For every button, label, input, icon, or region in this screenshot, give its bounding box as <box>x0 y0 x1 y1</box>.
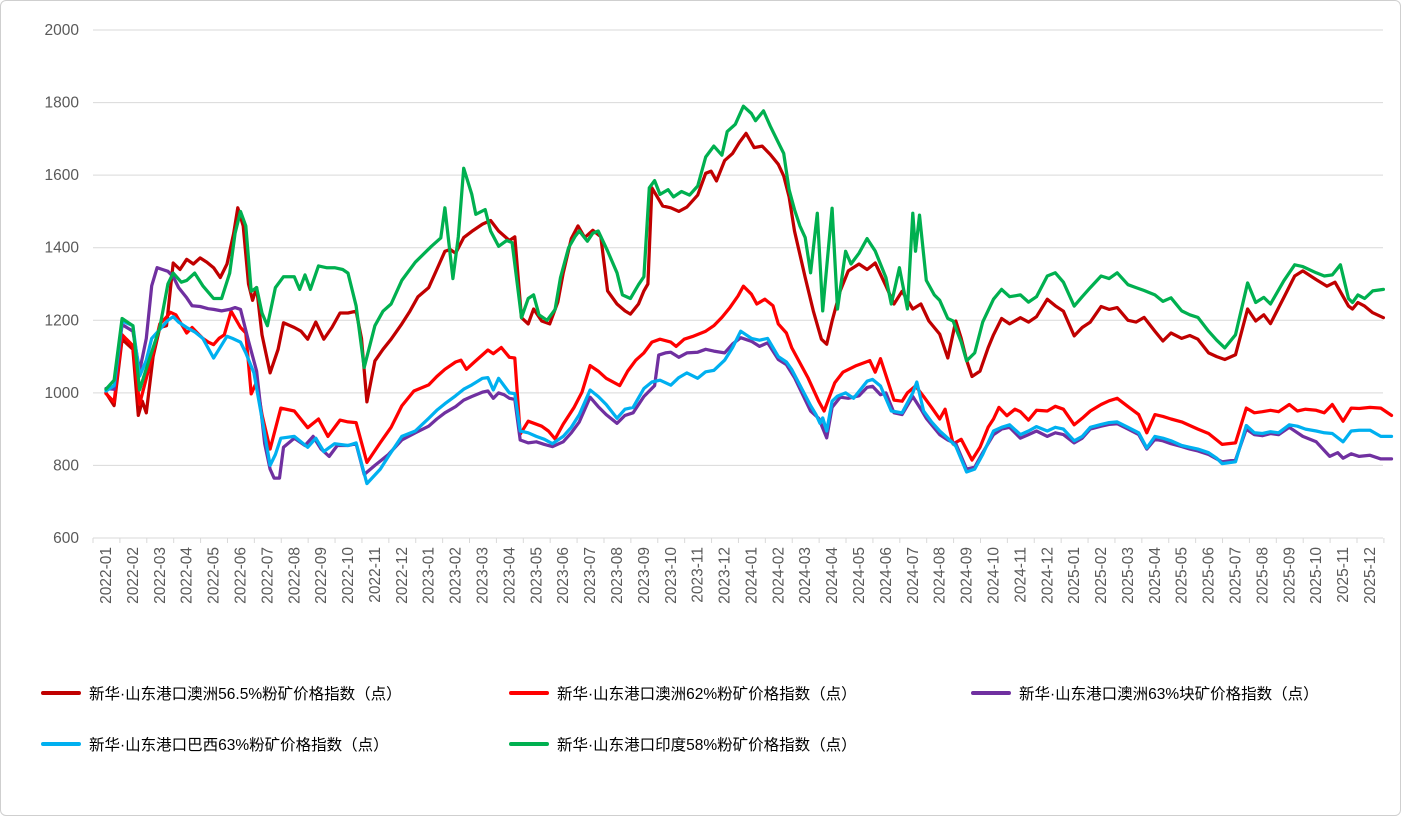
svg-text:2024-01: 2024-01 <box>743 547 760 604</box>
svg-text:2022-04: 2022-04 <box>179 547 196 604</box>
svg-text:2024-07: 2024-07 <box>905 547 922 604</box>
svg-text:2024-08: 2024-08 <box>932 547 949 604</box>
svg-text:2022-07: 2022-07 <box>259 547 276 604</box>
svg-text:1200: 1200 <box>45 312 80 329</box>
svg-text:2022-06: 2022-06 <box>232 547 249 604</box>
legend-swatch-purple <box>971 690 1011 696</box>
svg-text:2022-10: 2022-10 <box>340 547 357 604</box>
svg-text:2024-12: 2024-12 <box>1039 547 1056 604</box>
legend-swatch-red <box>509 690 549 696</box>
svg-text:1400: 1400 <box>45 240 80 257</box>
svg-text:2024-11: 2024-11 <box>1012 547 1029 603</box>
svg-text:1000: 1000 <box>45 385 80 402</box>
svg-text:2023-05: 2023-05 <box>528 547 545 604</box>
svg-text:2025-08: 2025-08 <box>1254 547 1271 604</box>
svg-text:2022-12: 2022-12 <box>394 547 411 604</box>
svg-text:1600: 1600 <box>45 167 80 184</box>
svg-text:2022-08: 2022-08 <box>286 547 303 604</box>
svg-text:800: 800 <box>53 457 79 474</box>
svg-text:2025-07: 2025-07 <box>1228 547 1245 604</box>
svg-text:2022-03: 2022-03 <box>152 547 169 604</box>
svg-text:2025-06: 2025-06 <box>1201 547 1218 604</box>
legend-item-au63-lump: 新华·山东港口澳洲63%块矿价格指数（点） <box>971 682 1319 704</box>
svg-text:2023-11: 2023-11 <box>690 547 707 603</box>
legend-swatch-dark-red <box>41 690 81 696</box>
svg-text:2025-02: 2025-02 <box>1093 547 1110 604</box>
legend-item-br63-fines: 新华·山东港口巴西63%粉矿价格指数（点） <box>41 733 389 755</box>
svg-text:2000: 2000 <box>45 22 80 39</box>
legend-swatch-cyan <box>41 741 81 747</box>
svg-text:2023-01: 2023-01 <box>421 547 438 604</box>
svg-text:2025-01: 2025-01 <box>1066 547 1083 604</box>
svg-text:2022-02: 2022-02 <box>125 547 142 604</box>
legend-item-au62-fines: 新华·山东港口澳洲62%粉矿价格指数（点） <box>509 682 857 704</box>
svg-text:2025-10: 2025-10 <box>1308 547 1325 604</box>
svg-text:2023-09: 2023-09 <box>636 547 653 604</box>
svg-text:2025-12: 2025-12 <box>1362 547 1379 604</box>
svg-text:2025-09: 2025-09 <box>1281 547 1298 604</box>
svg-text:2023-07: 2023-07 <box>582 547 599 604</box>
line-chart-plot: 600 800 1000 1200 1400 1600 1800 2000 2022-01 202… <box>45 22 1394 604</box>
legend-item-in58-fines: 新华·山东港口印度58%粉矿价格指数（点） <box>509 733 857 755</box>
legend-label: 新华·山东港口巴西63%粉矿价格指数（点） <box>89 737 389 754</box>
svg-text:2024-02: 2024-02 <box>770 547 787 604</box>
legend-label: 新华·山东港口印度58%粉矿价格指数（点） <box>557 737 857 754</box>
svg-text:2024-03: 2024-03 <box>797 547 814 604</box>
svg-text:2022-01: 2022-01 <box>98 547 115 604</box>
legend-swatch-green <box>509 741 549 747</box>
svg-text:2023-03: 2023-03 <box>475 547 492 604</box>
svg-text:2023-04: 2023-04 <box>501 547 518 604</box>
svg-text:2024-05: 2024-05 <box>851 547 868 604</box>
svg-text:2023-02: 2023-02 <box>448 547 465 604</box>
svg-text:2023-06: 2023-06 <box>555 547 572 604</box>
svg-text:2022-11: 2022-11 <box>367 547 384 603</box>
svg-text:2024-04: 2024-04 <box>824 547 841 604</box>
legend-item-au565-fines: 新华·山东港口澳洲56.5%粉矿价格指数（点） <box>41 682 402 704</box>
legend-label: 新华·山东港口澳洲56.5%粉矿价格指数（点） <box>89 686 402 703</box>
svg-text:2024-09: 2024-09 <box>959 547 976 604</box>
svg-text:2025-03: 2025-03 <box>1120 547 1137 604</box>
svg-text:2025-11: 2025-11 <box>1335 547 1352 603</box>
svg-text:2025-04: 2025-04 <box>1147 547 1164 604</box>
svg-text:600: 600 <box>53 530 79 547</box>
svg-text:2023-10: 2023-10 <box>663 547 680 604</box>
svg-text:1800: 1800 <box>45 95 80 112</box>
svg-text:2025-05: 2025-05 <box>1174 547 1191 604</box>
svg-text:2022-05: 2022-05 <box>206 547 223 604</box>
svg-text:2023-08: 2023-08 <box>609 547 626 604</box>
svg-text:2022-09: 2022-09 <box>313 547 330 604</box>
svg-text:2024-06: 2024-06 <box>878 547 895 604</box>
legend-label: 新华·山东港口澳洲63%块矿价格指数（点） <box>1019 686 1319 703</box>
legend-label: 新华·山东港口澳洲62%粉矿价格指数（点） <box>557 686 857 703</box>
svg-text:2023-12: 2023-12 <box>717 547 734 604</box>
svg-text:2024-10: 2024-10 <box>985 547 1002 604</box>
